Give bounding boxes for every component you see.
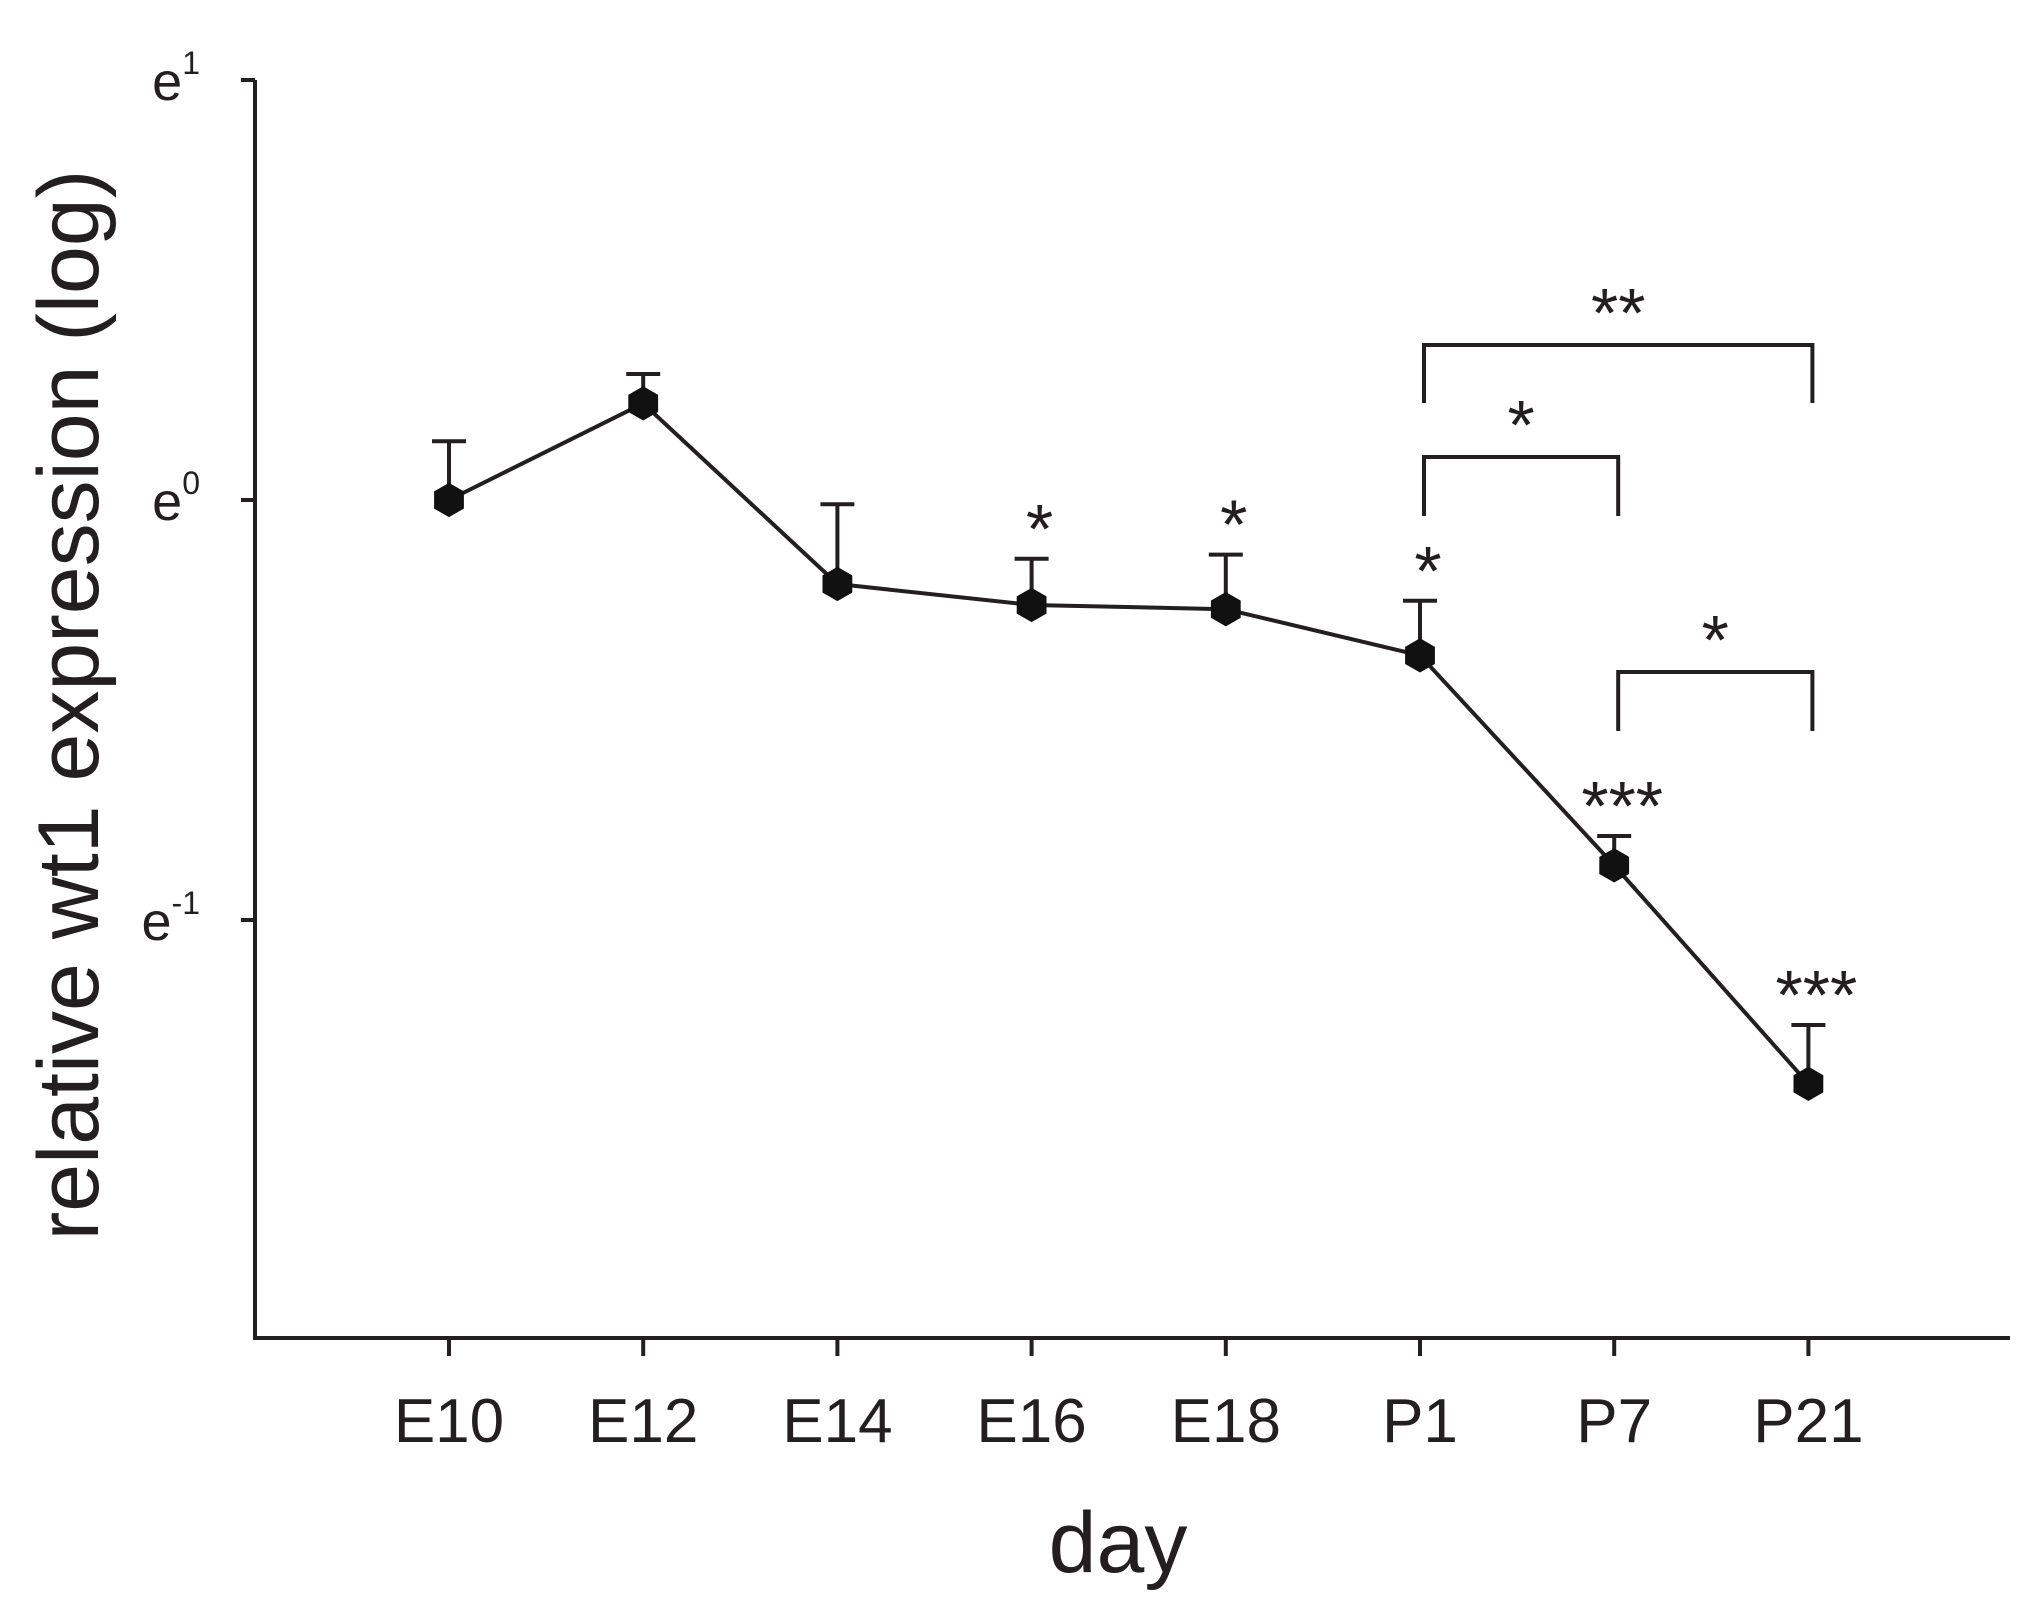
x-tick-label: P1 (1382, 1387, 1458, 1456)
data-point (1405, 638, 1435, 673)
x-tick-label: E16 (976, 1387, 1086, 1456)
significance-brackets: **** (1422, 274, 1815, 731)
significance-star: * (1220, 486, 1247, 564)
data-point (1599, 848, 1630, 883)
x-tick-label: P7 (1576, 1387, 1652, 1456)
series-line (448, 400, 1810, 1086)
significance-star: * (1414, 532, 1441, 610)
y-tick-label: e1 (152, 45, 200, 112)
x-axis-title: day (1049, 1495, 1188, 1591)
data-point (1793, 1066, 1824, 1101)
x-tick-label: E14 (782, 1387, 892, 1456)
comparison-bracket (1422, 455, 1621, 516)
x-tick-label: E12 (588, 1387, 698, 1456)
data-point (628, 386, 659, 421)
data-point (434, 482, 464, 518)
x-tick-label: E18 (1171, 1387, 1281, 1456)
data-series: * ******** (432, 372, 1858, 1101)
bracket-significance-label: * (1507, 386, 1534, 464)
bracket-significance-label: ** (1591, 274, 1645, 352)
data-point (1016, 587, 1047, 623)
y-tick-label: e-1 (142, 885, 201, 952)
comparison-bracket (1422, 343, 1815, 403)
significance-star: *** (1581, 767, 1663, 845)
significance-star: * (1026, 490, 1053, 568)
axes: e1 e0 e-1 E10 E12 E14 E16 E18 P1 P7 P21 (142, 45, 2010, 1456)
y-axis-title: relative wt1 expression (log) (21, 170, 117, 1241)
data-point (822, 566, 853, 602)
x-tick-label: P21 (1753, 1387, 1863, 1456)
significance-star: *** (1776, 956, 1858, 1034)
data-point (1210, 592, 1241, 627)
x-tick-label: E10 (394, 1387, 504, 1456)
y-tick-label: e0 (152, 465, 200, 532)
comparison-bracket (1616, 670, 1815, 731)
bracket-significance-label: * (1702, 601, 1729, 679)
